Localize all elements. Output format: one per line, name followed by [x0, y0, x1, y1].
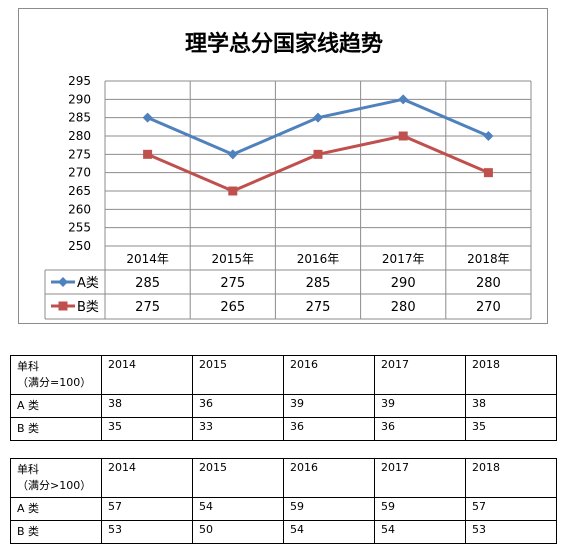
table-cell: 54 — [374, 520, 466, 544]
year-header: 2018 — [465, 355, 557, 395]
header-label-line2: （满分=100） — [17, 376, 92, 389]
header-label-line2: （满分>100） — [17, 479, 92, 492]
y-tick-label: 260 — [68, 202, 91, 216]
y-tick-label: 295 — [68, 74, 91, 88]
x-category-label: 2015年 — [212, 252, 255, 266]
table-row: A 类 57 54 59 59 57 — [10, 497, 557, 521]
year-header: 2018 — [465, 458, 557, 498]
year-header: 2017 — [374, 355, 466, 395]
data-table-value: 285 — [306, 276, 331, 291]
legend-marker — [58, 301, 68, 311]
x-category-label: 2018年 — [467, 252, 510, 266]
series-line-a — [147, 97, 489, 156]
table-cell: 50 — [192, 520, 284, 544]
data-table-value: 280 — [476, 276, 501, 291]
data-point-marker — [227, 149, 238, 160]
data-point-marker — [483, 168, 493, 178]
table-cell: 36 — [192, 394, 284, 418]
header-label-cell: 单科 （满分=100） — [10, 355, 102, 395]
table-cell: 57 — [465, 497, 557, 521]
table-cell: 35 — [465, 417, 557, 441]
data-point-marker — [483, 131, 494, 141]
table-cell: 54 — [283, 520, 375, 544]
table-cell: 33 — [192, 417, 284, 441]
table-cell: 38 — [465, 394, 557, 418]
year-header: 2014 — [101, 458, 193, 498]
table-cell: 36 — [283, 417, 375, 441]
data-table-value: 265 — [220, 300, 245, 315]
legend-label: B类 — [77, 300, 99, 315]
y-tick-label: 250 — [68, 239, 91, 253]
data-point-marker — [228, 186, 238, 196]
year-header: 2016 — [283, 458, 375, 498]
data-table-value: 290 — [391, 276, 416, 291]
data-point-marker — [398, 94, 409, 105]
y-tick-label: 290 — [68, 92, 91, 106]
table-row: B 类 35 33 36 36 35 — [10, 417, 557, 441]
year-header: 2015 — [192, 458, 284, 498]
legend-marker — [58, 277, 68, 287]
header-label-line1: 单科 — [17, 360, 39, 373]
y-tick-label: 270 — [68, 166, 91, 180]
chart-title: 理学总分国家线趋势 — [185, 31, 383, 57]
legend-label: A类 — [77, 276, 99, 291]
data-table-value: 275 — [135, 300, 160, 315]
y-tick-label: 265 — [68, 184, 91, 198]
series-line-b — [147, 134, 489, 193]
y-tick-label: 255 — [68, 221, 91, 235]
row-label: B 类 — [10, 417, 102, 441]
table-row: A 类 38 36 39 39 38 — [10, 394, 557, 418]
table-cell: 57 — [101, 497, 193, 521]
year-header: 2014 — [101, 355, 193, 395]
table-cell: 59 — [374, 497, 466, 521]
table-cell: 59 — [283, 497, 375, 521]
table-header-row: 单科 （满分=100） 2014 2015 2016 2017 2018 — [10, 355, 557, 395]
table-cell: 54 — [192, 497, 284, 521]
subject-score-table-over-100: 单科 （满分>100） 2014 2015 2016 2017 2018 A 类… — [10, 458, 557, 544]
data-point-marker — [313, 112, 323, 123]
data-point-marker — [143, 149, 153, 159]
table-cell: 39 — [374, 394, 466, 418]
data-point-marker — [398, 131, 408, 141]
x-category-label: 2014年 — [126, 252, 169, 266]
data-table-value: 275 — [306, 300, 331, 315]
x-category-label: 2016年 — [297, 252, 340, 266]
year-header: 2016 — [283, 355, 375, 395]
data-point-marker — [142, 112, 153, 123]
table-cell: 53 — [465, 520, 557, 544]
subject-score-table-100: 单科 （满分=100） 2014 2015 2016 2017 2018 A 类… — [10, 355, 557, 441]
line-chart: 理学总分国家线趋势 250 255 260 265 270 275 280 285 290 295 2… — [44, 31, 532, 320]
data-table-value: 275 — [220, 276, 245, 291]
table-cell: 35 — [101, 417, 193, 441]
chart-frame: 理学总分国家线趋势 250 255 260 265 270 275 280 285 290 295 2… — [18, 8, 548, 324]
table-cell: 38 — [101, 394, 193, 418]
table-cell: 39 — [283, 394, 375, 418]
table-header-row: 单科 （满分>100） 2014 2015 2016 2017 2018 — [10, 458, 557, 498]
row-label: A 类 — [10, 394, 102, 418]
header-label-line1: 单科 — [17, 463, 39, 476]
data-point-marker — [313, 149, 323, 159]
y-tick-label: 280 — [68, 129, 91, 143]
data-table-value: 280 — [391, 300, 416, 315]
row-label: A 类 — [10, 497, 102, 521]
y-tick-label: 285 — [68, 111, 91, 125]
header-label-cell: 单科 （满分>100） — [10, 458, 102, 498]
y-tick-label: 275 — [68, 147, 91, 161]
table-cell: 36 — [374, 417, 466, 441]
data-table-value: 270 — [476, 300, 501, 315]
table-row: B 类 53 50 54 54 53 — [10, 520, 557, 544]
year-header: 2017 — [374, 458, 466, 498]
row-label: B 类 — [10, 520, 102, 544]
table-cell: 53 — [101, 520, 193, 544]
x-category-label: 2017年 — [382, 252, 425, 266]
data-table-value: 285 — [135, 276, 160, 291]
year-header: 2015 — [192, 355, 284, 395]
